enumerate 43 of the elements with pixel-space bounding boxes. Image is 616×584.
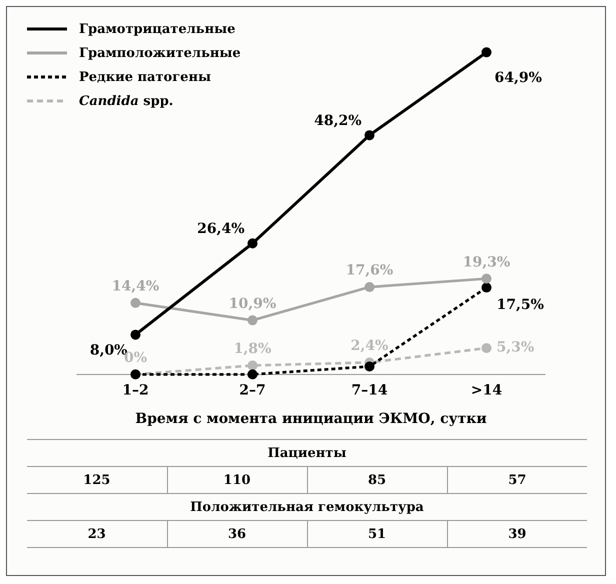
x-tick-label: 2–7 <box>239 382 266 398</box>
text: 110 <box>167 466 307 494</box>
legend-label: Грамположительные <box>79 46 241 60</box>
point <box>248 315 258 326</box>
legend-label: Грамотрицательные <box>79 22 236 36</box>
data-label: 64,9% <box>494 70 542 86</box>
point <box>130 330 140 340</box>
text: 51 <box>307 520 447 548</box>
text: 85 <box>307 466 447 494</box>
data-label: 5,3% <box>496 340 534 356</box>
point <box>364 282 374 292</box>
point <box>248 360 258 370</box>
text: 39 <box>447 520 587 548</box>
x-axis-title: Время с момента инициации ЭКМО, сутки <box>135 411 487 428</box>
data-label: 2,4% <box>350 338 388 354</box>
point <box>482 343 492 354</box>
data-label: 14,4% <box>112 278 160 295</box>
point <box>248 238 258 248</box>
point <box>482 282 492 293</box>
data-label: 1,8% <box>234 341 272 358</box>
legend-label: Candida spp. <box>79 94 174 108</box>
text: Пациенты <box>27 440 587 466</box>
point <box>248 369 258 380</box>
data-label: 17,5% <box>496 297 544 314</box>
text: 23 <box>86 526 107 544</box>
point <box>482 47 492 58</box>
data-label: 48,2% <box>314 112 362 129</box>
data-label: 19,3% <box>462 254 510 270</box>
x-tick-label: 7–14 <box>351 382 388 398</box>
data-label: 10,9% <box>228 296 276 312</box>
point <box>364 130 374 140</box>
text: 125 <box>82 472 112 490</box>
point <box>364 361 374 372</box>
text: 57 <box>447 466 587 494</box>
text: Положительная гемокультура <box>27 494 587 520</box>
x-tick-label: 1–2 <box>122 382 149 398</box>
point <box>482 274 492 284</box>
data-label: 17,6% <box>346 262 394 279</box>
x-tick-label: >14 <box>470 382 502 398</box>
point <box>130 298 140 308</box>
legend-label: Редкие патогены <box>79 70 211 84</box>
data-label: 26,4% <box>197 221 244 238</box>
text: 36 <box>167 520 307 548</box>
